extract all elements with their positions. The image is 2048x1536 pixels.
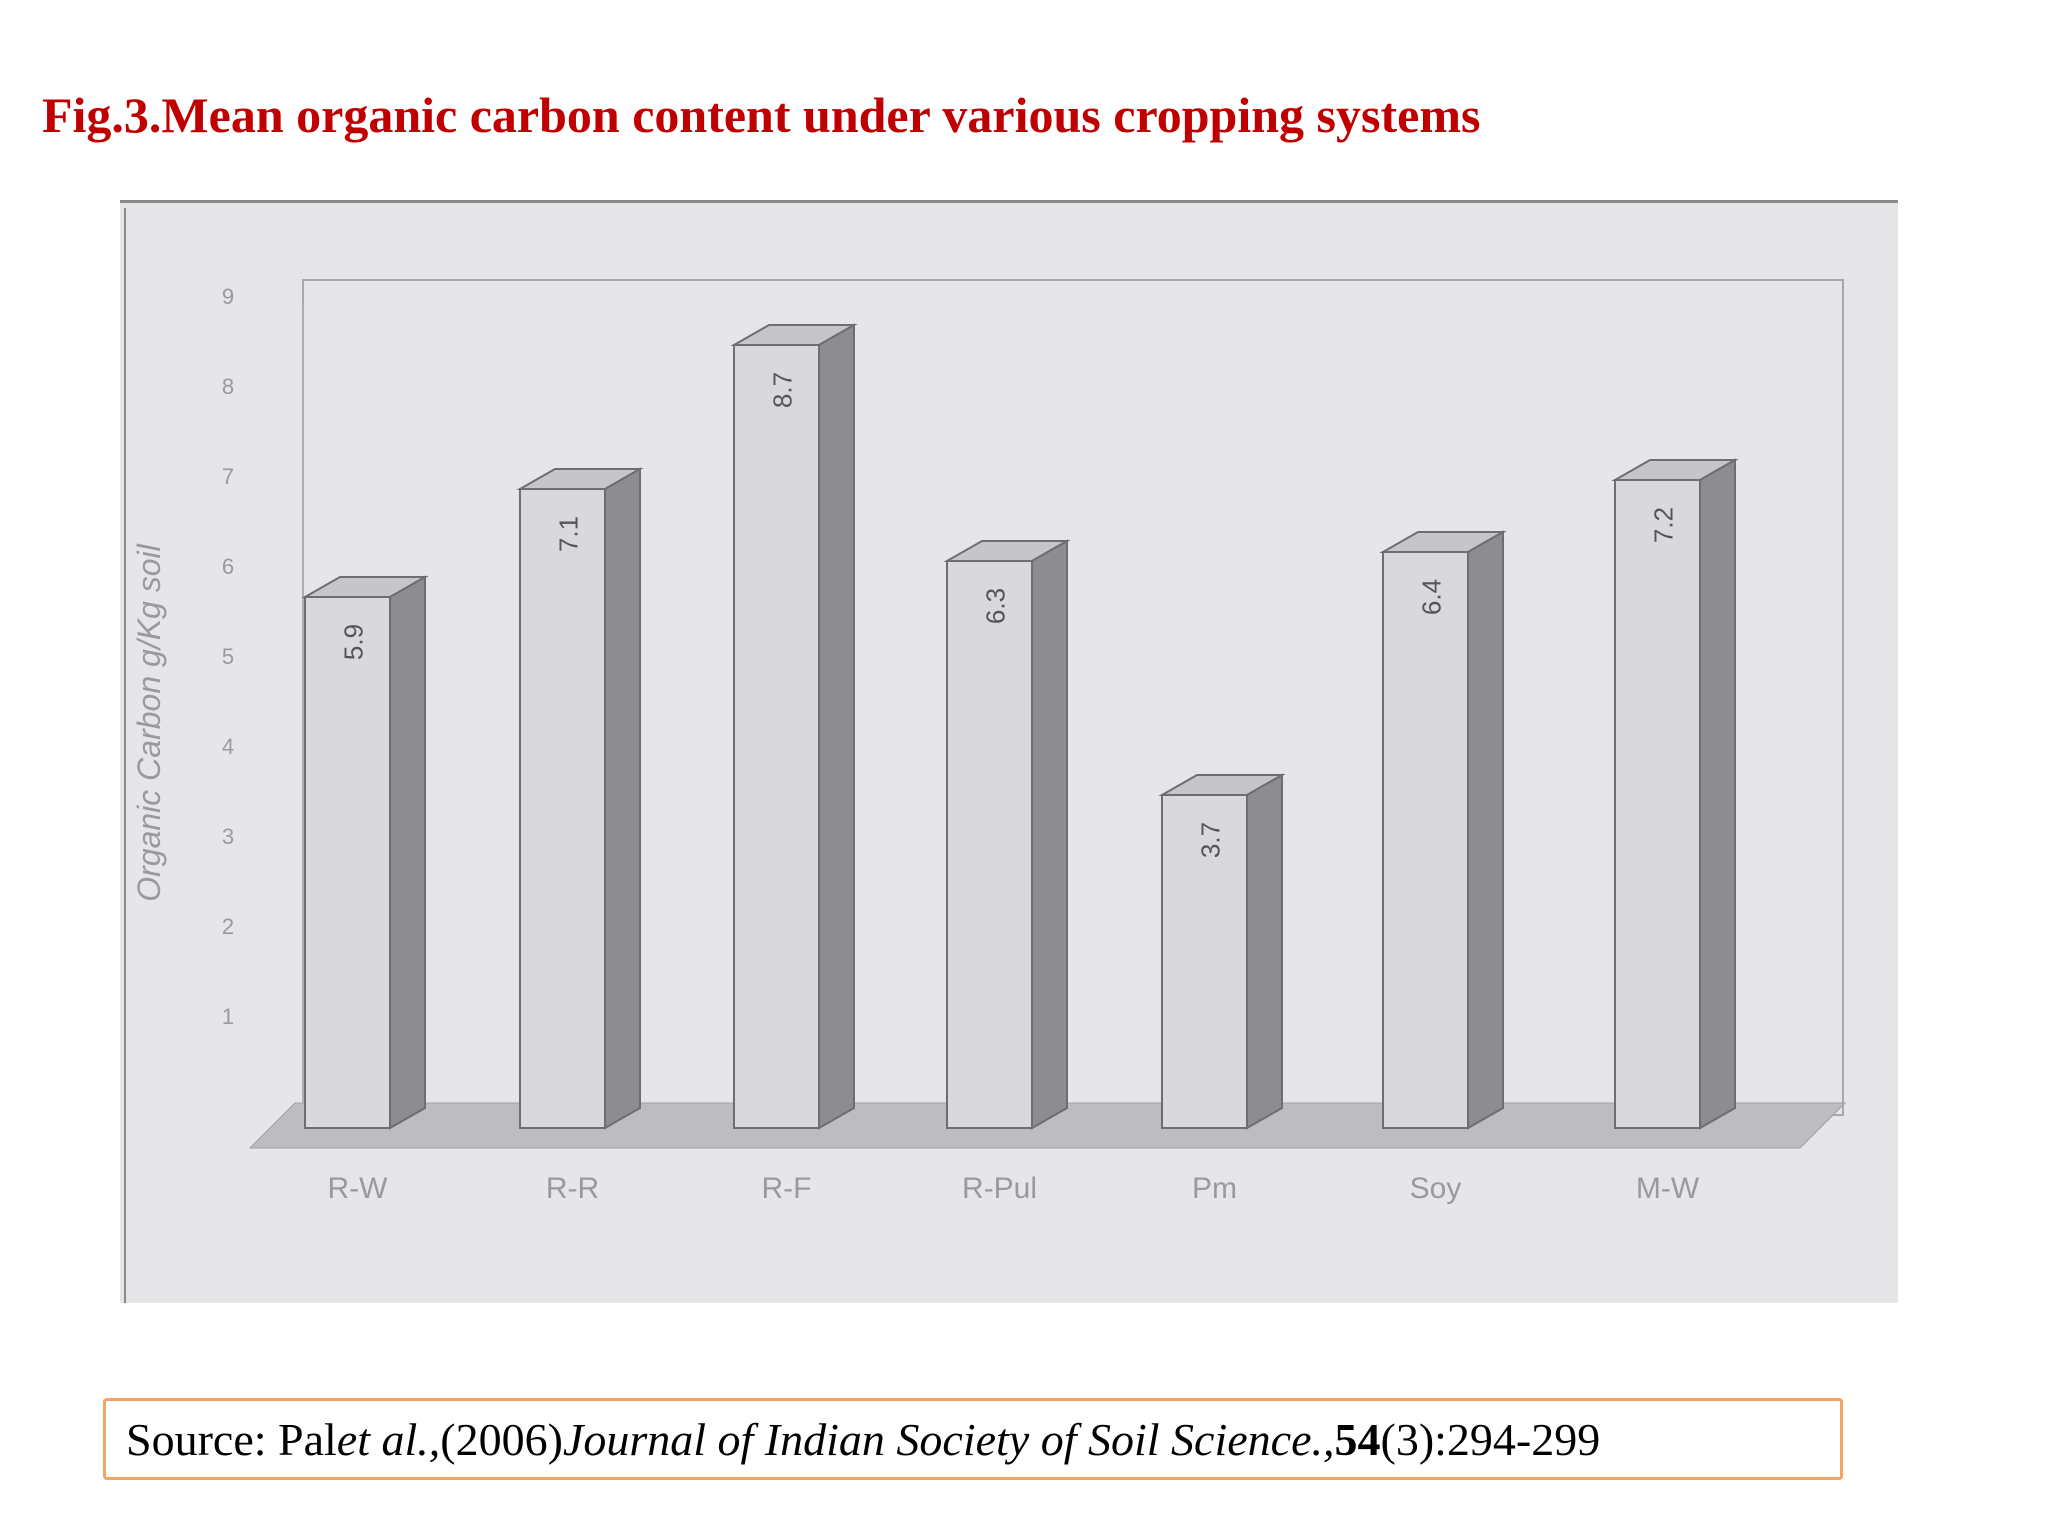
bar (1379, 530, 1507, 1130)
bar (516, 467, 644, 1130)
bar-side (604, 467, 641, 1130)
bar-front (304, 596, 391, 1129)
bar-side (1699, 458, 1736, 1130)
x-category-label: R-R (546, 1172, 599, 1205)
bar-side (1467, 530, 1504, 1130)
x-category-label: Soy (1410, 1172, 1462, 1205)
y-tick-label: 6 (222, 554, 234, 579)
bar (1611, 458, 1739, 1130)
x-category-label: R-Pul (962, 1172, 1037, 1205)
bar-chart: 1 2 3 4 5 6 7 8 9 Organic Carbon g/Kg soil 5.9 R-W… (124, 208, 1847, 1303)
x-category-label: Pm (1192, 1172, 1237, 1205)
y-tick-label: 7 (222, 464, 234, 489)
bar-front (519, 488, 606, 1129)
bar-value-label: 7.1 (553, 516, 583, 552)
y-tick-label: 4 (222, 734, 234, 759)
x-category-label: R-F (762, 1172, 812, 1205)
bar-value-label: 6.3 (980, 588, 1010, 624)
source-pages: (3):294-299 (1380, 1413, 1601, 1465)
source-authors: et al., (336, 1413, 441, 1465)
chart-photo: 1 2 3 4 5 6 7 8 9 Organic Carbon g/Kg soil 5.9 R-W… (120, 200, 1898, 1303)
bar (301, 575, 429, 1130)
bar-value-label: 7.2 (1648, 507, 1678, 543)
y-tick-label: 2 (222, 914, 234, 939)
bar-side (1031, 539, 1068, 1130)
source-journal: Journal of Indian Society of Soil Scienc… (562, 1413, 1335, 1465)
y-tick-label: 8 (222, 374, 234, 399)
bar-side (1246, 773, 1283, 1130)
bar-value-label: 5.9 (338, 624, 368, 660)
y-axis-label: Organic Carbon g/Kg soil (131, 543, 167, 901)
bar-value-label: 3.7 (1195, 822, 1225, 858)
bar-side (389, 575, 426, 1130)
bar (943, 539, 1071, 1130)
bar-front (946, 560, 1033, 1129)
bar-front (1614, 479, 1701, 1129)
source-volume: 54 (1334, 1413, 1381, 1465)
bar (1158, 773, 1286, 1130)
source-year: (2006) (440, 1413, 563, 1465)
figure-title: Fig.3.Mean organic carbon content under … (42, 87, 1481, 143)
x-category-label: R-W (328, 1172, 389, 1205)
bar (730, 323, 858, 1130)
y-tick-label: 3 (222, 824, 234, 849)
x-category-label: M-W (1636, 1172, 1700, 1205)
bar-front (733, 344, 820, 1129)
bar-value-label: 8.7 (767, 372, 797, 408)
y-tick-label: 9 (222, 284, 234, 309)
bar-side (818, 323, 855, 1130)
source-citation: Source: Pal et al., (2006) Journal of In… (103, 1398, 1843, 1480)
source-prefix: Source: Pal (126, 1413, 337, 1465)
y-tick-label: 5 (222, 644, 234, 669)
y-tick-label: 1 (222, 1004, 234, 1029)
bar-front (1161, 794, 1248, 1129)
bar-value-label: 6.4 (1416, 579, 1446, 615)
bar-front (1382, 551, 1469, 1129)
